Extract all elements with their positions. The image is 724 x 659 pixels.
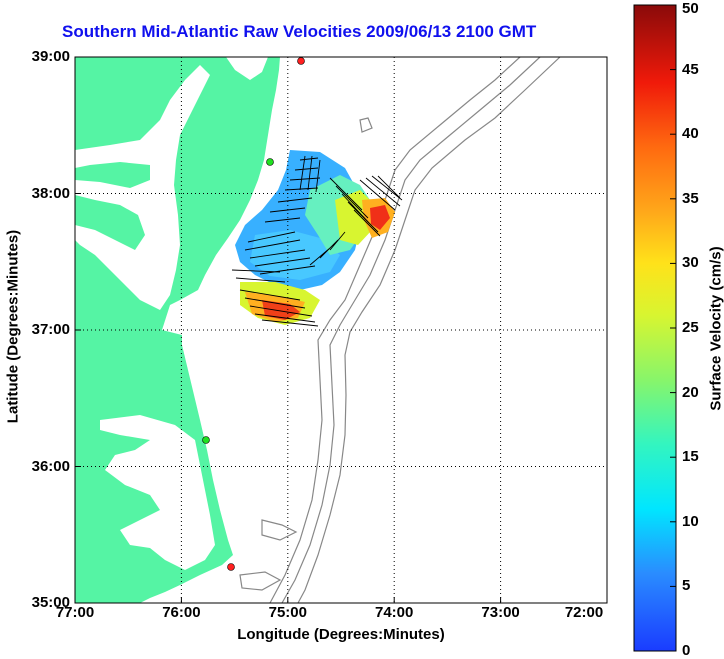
colorbar-label: Surface Velocity (cm/s) [707, 246, 724, 411]
colorbar-tick-label: 0 [682, 642, 691, 659]
x-tick-label: 73:00 [481, 604, 520, 621]
radar-site-marker [266, 158, 274, 166]
radar-site-marker [202, 436, 210, 444]
y-tick-label: 38:00 [31, 184, 70, 202]
colorbar-tick-label: 10 [682, 512, 699, 530]
velocity-field [231, 150, 403, 327]
colorbar-tick-label: 30 [682, 254, 699, 272]
pamlico-sound [100, 415, 215, 570]
x-tick-label: 75:00 [268, 604, 307, 621]
y-tick-label: 37:00 [31, 321, 70, 338]
y-tick-label: 36:00 [31, 457, 70, 475]
colorbar-tick-label: 5 [682, 577, 691, 595]
radar-site-marker [227, 563, 235, 571]
x-tick-label: 76:00 [162, 604, 201, 621]
colorbar-tick-label: 40 [682, 125, 699, 143]
colorbar-tick-label: 15 [682, 448, 699, 466]
colorbar-tick-label: 25 [682, 319, 699, 336]
y-tick-label: 35:00 [31, 594, 70, 611]
delaware-bay [226, 57, 268, 80]
x-tick-label: 72:00 [564, 604, 604, 621]
grid-lines [75, 57, 607, 603]
y-tick-label: 39:00 [31, 48, 70, 65]
colorbar-tick-label: 45 [682, 60, 699, 78]
colorbar-tick-marks [670, 69, 676, 587]
y-axis-label: Latitude (Degrees:Minutes) [4, 229, 22, 424]
radar-site-marker [297, 57, 305, 65]
x-axis-label: Longitude (Degrees:Minutes) [237, 626, 445, 643]
colorbar-tick-label: 20 [682, 383, 699, 401]
map-title: Southern Mid-Atlantic Raw Velocities 200… [62, 22, 537, 41]
colorbar [633, 4, 677, 652]
map-plot-area [75, 57, 607, 603]
colorbar-tick-label: 35 [682, 189, 699, 207]
colorbar-tick-label: 50 [682, 0, 699, 17]
chesapeake-bay [75, 65, 210, 310]
x-tick-label: 74:00 [375, 604, 414, 621]
axis-tick-marks [75, 193, 502, 603]
x-tick-label: 77:00 [55, 604, 95, 621]
bathymetry-contours [239, 57, 561, 603]
